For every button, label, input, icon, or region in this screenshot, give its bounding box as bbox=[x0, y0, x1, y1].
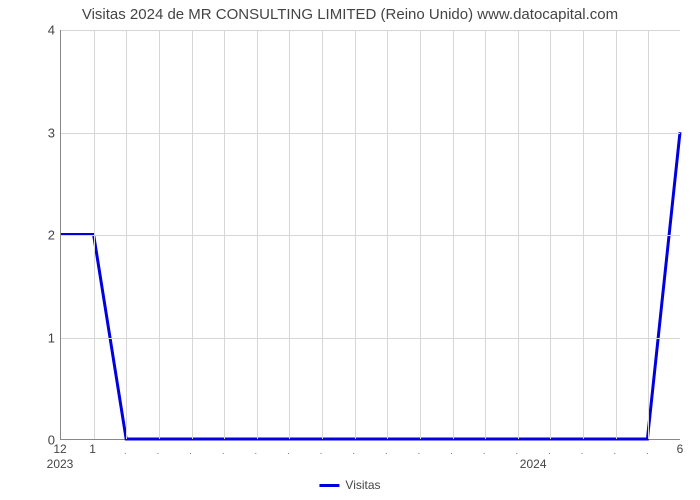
gridline-v bbox=[257, 30, 258, 439]
xtick-minor: · bbox=[483, 448, 486, 459]
xtick-label: 12 bbox=[53, 442, 66, 456]
ytick-label: 2 bbox=[48, 228, 55, 243]
gridline-v bbox=[387, 30, 388, 439]
xtick-minor: · bbox=[548, 448, 551, 459]
gridline-v bbox=[485, 30, 486, 439]
xtick-minor: · bbox=[417, 448, 420, 459]
legend-label: Visitas bbox=[345, 478, 380, 492]
gridline-v bbox=[583, 30, 584, 439]
gridline-v bbox=[224, 30, 225, 439]
xtick-minor: · bbox=[254, 448, 257, 459]
xtick-minor: · bbox=[646, 448, 649, 459]
legend: Visitas bbox=[319, 478, 380, 492]
ytick-label: 4 bbox=[48, 23, 55, 38]
xtick-minor: · bbox=[515, 448, 518, 459]
gridline-v bbox=[289, 30, 290, 439]
xtick-label: 1 bbox=[89, 442, 96, 456]
gridline-v bbox=[94, 30, 95, 439]
gridline-v bbox=[420, 30, 421, 439]
gridline-v bbox=[322, 30, 323, 439]
gridline-h bbox=[61, 30, 680, 31]
xtick-minor: · bbox=[352, 448, 355, 459]
xtick-minor: · bbox=[613, 448, 616, 459]
xtick-minor: · bbox=[450, 448, 453, 459]
xtick-minor: · bbox=[580, 448, 583, 459]
gridline-v bbox=[648, 30, 649, 439]
xtick-year: 2024 bbox=[520, 457, 547, 471]
gridline-v bbox=[518, 30, 519, 439]
gridline-v bbox=[616, 30, 617, 439]
gridline-v bbox=[126, 30, 127, 439]
ytick-label: 3 bbox=[48, 125, 55, 140]
gridline-v bbox=[453, 30, 454, 439]
legend-swatch bbox=[319, 484, 339, 487]
xtick-minor: · bbox=[124, 448, 127, 459]
gridline-h bbox=[61, 338, 680, 339]
gridline-h bbox=[61, 133, 680, 134]
xtick-minor: · bbox=[156, 448, 159, 459]
xtick-minor: · bbox=[287, 448, 290, 459]
xtick-minor: · bbox=[319, 448, 322, 459]
gridline-h bbox=[61, 235, 680, 236]
xtick-minor: · bbox=[221, 448, 224, 459]
xtick-minor: · bbox=[385, 448, 388, 459]
gridline-v bbox=[355, 30, 356, 439]
xtick-year: 2023 bbox=[47, 457, 74, 471]
gridline-v bbox=[550, 30, 551, 439]
xtick-label: 6 bbox=[677, 442, 684, 456]
ytick-label: 1 bbox=[48, 330, 55, 345]
series-line bbox=[61, 132, 680, 439]
chart-container: Visitas 2024 de MR CONSULTING LIMITED (R… bbox=[0, 0, 700, 500]
gridline-v bbox=[192, 30, 193, 439]
gridline-v bbox=[159, 30, 160, 439]
chart-title: Visitas 2024 de MR CONSULTING LIMITED (R… bbox=[0, 6, 700, 23]
xtick-minor: · bbox=[189, 448, 192, 459]
plot-area bbox=[60, 30, 680, 440]
